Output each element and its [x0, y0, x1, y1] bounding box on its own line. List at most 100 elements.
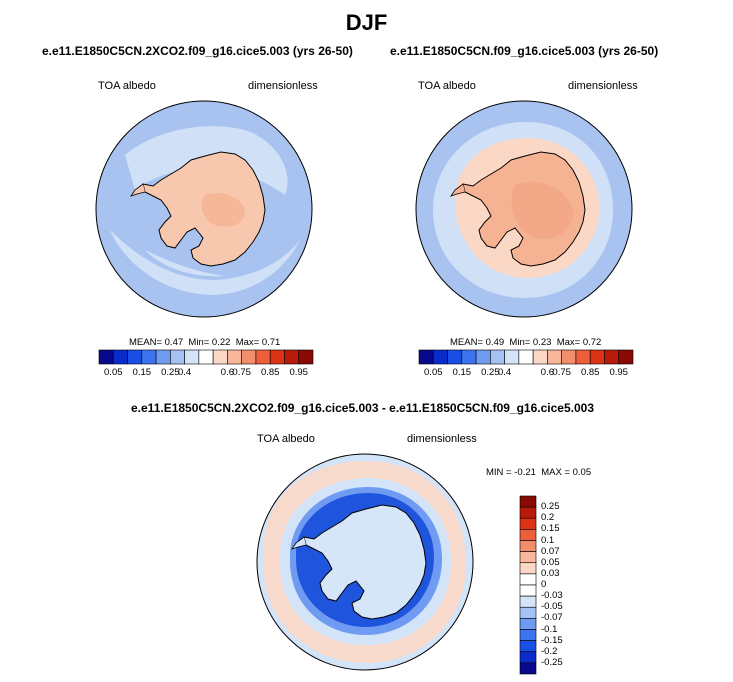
panel-1-colorbar-box [241, 349, 257, 365]
panel-3-colorbar-box [519, 662, 537, 675]
panel-1-colorbar-box [255, 349, 271, 365]
panel-3-colorbar [519, 495, 537, 675]
panel-1-stats: MEAN= 0.47 Min= 0.22 Max= 0.71 [129, 337, 280, 348]
panel-2-mean-label: MEAN= [450, 337, 483, 348]
panel-1-colorbar-box [284, 349, 300, 365]
panel-2-max-label: Max= [556, 337, 581, 348]
panel-3-colorbar-tick-label: 0.25 [541, 501, 560, 513]
panel-3-colorbar-box [519, 618, 537, 630]
panel-2-colorbar-box [618, 349, 634, 365]
panel-3-min-label: MIN = [486, 467, 512, 478]
panel-3-variable-label: TOA albedo [257, 433, 315, 445]
panel-2-colorbar-box [418, 349, 434, 365]
panel-2-colorbar-tick-label: 0.85 [580, 367, 600, 378]
panel-1-colorbar-box [141, 349, 157, 365]
panel-2-max: 0.72 [582, 337, 602, 348]
panel-3-colorbar-tick-label: 0.15 [541, 523, 560, 535]
panel-1-colorbar-tick-label: 0.25 [161, 367, 180, 378]
panel-3-colorbar-tick-label: 0.03 [541, 567, 560, 579]
panel-3-colorbar-tick-label: -0.15 [541, 634, 563, 646]
panel-3-colorbar-box [519, 606, 537, 619]
panel-1-variable-label: TOA albedo [98, 80, 156, 92]
panel-2-variable-label: TOA albedo [418, 80, 476, 92]
panel-3-colorbar-box [519, 540, 537, 552]
panel-3-title: e.e11.E1850C5CN.2XCO2.f09_g16.cice5.003 … [131, 401, 594, 415]
panel-1-colorbar-tick-label: 0.4 [177, 367, 192, 378]
panel-1-colorbar-tick-label: 0.15 [132, 367, 152, 378]
panel-1-colorbar-tick-label: 0.05 [104, 367, 123, 378]
panel-3-colorbar-tick-label: -0.1 [541, 623, 558, 635]
panel-1-colorbar-box [112, 349, 128, 365]
panel-2-colorbar-box [475, 349, 491, 365]
panel-3-colorbar-tick-label: -0.03 [541, 590, 563, 602]
panel-1-colorbar-box [155, 349, 171, 365]
panel-2-colorbar-tick-label: 0.6 [540, 367, 554, 378]
panel-1-max: 0.71 [261, 337, 281, 348]
panel-1-colorbar-box [184, 349, 200, 365]
panel-1-mean-label: MEAN= [129, 337, 162, 348]
panel-2-colorbar-box [532, 349, 548, 365]
panel-1-min-label: Min= [188, 337, 210, 348]
panel-2-stats: MEAN= 0.49 Min= 0.23 Max= 0.72 [450, 337, 601, 348]
panel-1-colorbar-box [212, 349, 228, 365]
panel-2-colorbar [418, 349, 634, 365]
panel-2-colorbar-tick-label: 0.4 [497, 367, 512, 378]
panel-3-colorbar-box [519, 651, 537, 664]
panel-2-min-label: Min= [509, 337, 531, 348]
panel-2-colorbar-box [518, 349, 534, 365]
panel-3-colorbar-box [519, 640, 537, 653]
panel-3-units-label: dimensionless [407, 433, 477, 445]
panel-3-min: -0.21 [514, 467, 536, 478]
panel-1-colorbar-box [227, 349, 242, 365]
panel-1-map [95, 100, 313, 318]
panel-2-mean: 0.49 [485, 337, 505, 348]
panel-3-colorbar-box [519, 562, 537, 575]
panel-3-colorbar-box [519, 629, 537, 641]
panel-3-colorbar-tick-label: -0.07 [541, 612, 563, 624]
panel-1-colorbar-tick-label: 0.6 [220, 367, 234, 378]
panel-3-max-label: MAX = [541, 467, 570, 478]
panel-2-title: e.e11.E1850C5CN.f09_g16.cice5.003 (yrs 2… [390, 44, 659, 58]
panel-3-colorbar-tick-label: -0.25 [541, 656, 563, 668]
panel-3-stats: MIN = -0.21 MAX = 0.05 [486, 467, 591, 478]
figure-title: DJF [345, 10, 388, 35]
panel-3-colorbar-box [519, 551, 537, 564]
panel-2-colorbar-box [575, 349, 591, 365]
panel-1-min: 0.22 [211, 337, 231, 348]
panel-3-colorbar-tick-label: -0.05 [541, 601, 563, 613]
panel-3-max: 0.05 [572, 467, 592, 478]
panel-2-colorbar-box [547, 349, 562, 365]
panel-2-units-label: dimensionless [568, 80, 638, 92]
panel-2-colorbar-box [490, 349, 505, 365]
panel-1-max-label: Max= [235, 337, 260, 348]
panel-2-colorbar-box [432, 349, 448, 365]
panel-3-colorbar-box [519, 584, 537, 597]
panel-1-colorbar-tick-label: 0.95 [289, 367, 308, 378]
panel-3-colorbar-box [519, 517, 537, 530]
panel-1-colorbar-box [198, 349, 214, 365]
panel-3-colorbar-tick-label: 0.05 [541, 556, 560, 568]
antarctica-outline [303, 504, 427, 620]
panel-2-colorbar-box [447, 349, 463, 365]
panel-1-colorbar [98, 349, 314, 365]
panel-2-map [415, 100, 633, 318]
panel-1-colorbar-box [127, 349, 143, 365]
panel-2-colorbar-box [561, 349, 577, 365]
panel-3-colorbar-box [519, 595, 537, 608]
panel-1-colorbar-tick-label: 0.75 [232, 367, 251, 378]
panel-3-colorbar-box [519, 529, 537, 541]
panel-3-colorbar-tick-label: 0 [541, 579, 547, 590]
panel-3-colorbar-box [519, 573, 537, 586]
panel-1-title: e.e11.E1850C5CN.2XCO2.f09_g16.cice5.003 … [42, 44, 353, 58]
panel-2-colorbar-box [589, 349, 605, 365]
panel-1-colorbar-box [170, 349, 185, 365]
panel-1-colorbar-box [298, 349, 314, 365]
panel-2-colorbar-box [461, 349, 477, 365]
panel-1-colorbar-box [269, 349, 285, 365]
panel-2-min: 0.23 [532, 337, 552, 348]
panel-3-colorbar-tick-label: -0.2 [541, 645, 558, 657]
panel-3-colorbar-tick-label: 0.2 [541, 512, 555, 524]
panel-2-colorbar-tick-label: 0.15 [452, 367, 472, 378]
panel-3-colorbar-box [519, 495, 537, 508]
panel-1-colorbar-box [98, 349, 114, 365]
